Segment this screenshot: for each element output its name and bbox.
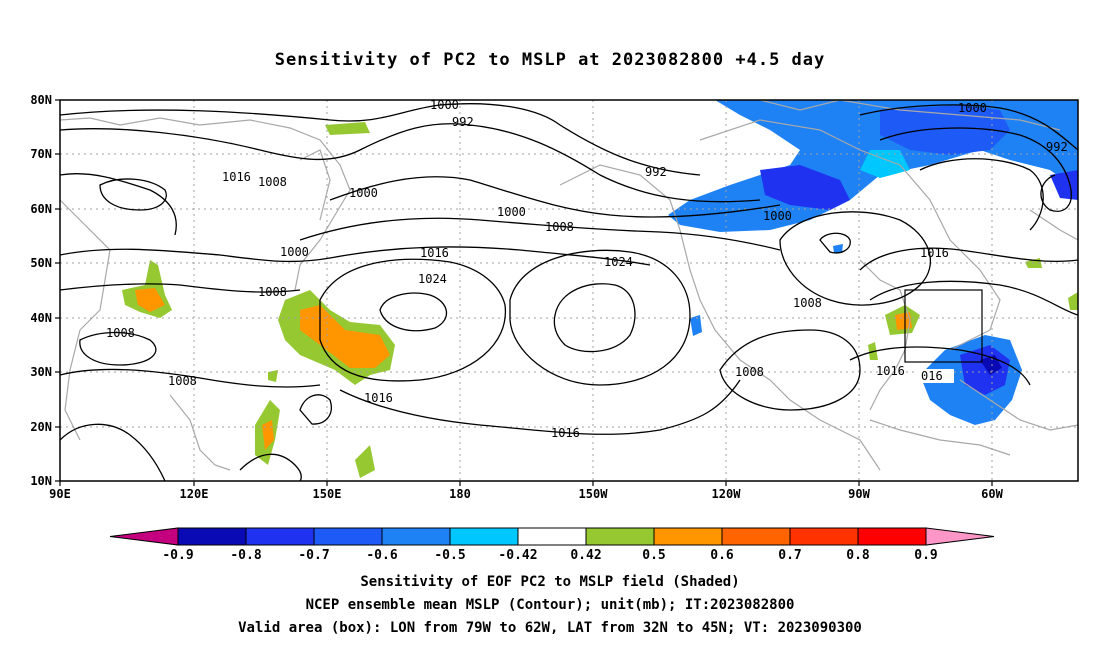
- valid-area-box: [904, 289, 983, 363]
- contour-label-bg: [918, 369, 954, 383]
- map-frame: [59, 99, 1079, 482]
- contour-label: 992: [452, 115, 474, 129]
- colorbar-segment: [313, 527, 383, 546]
- colorbar-segment: [517, 527, 587, 546]
- contour-label: 992: [1046, 140, 1068, 154]
- colorbar-label: -0.9: [162, 548, 193, 563]
- lat-label: 20N: [30, 420, 52, 434]
- colorbar-label: 0.9: [914, 548, 937, 563]
- graticule: [60, 100, 1078, 481]
- lat-label: 30N: [30, 365, 52, 379]
- lon-label: 180: [449, 487, 471, 501]
- contour-label-group: 1000 992 1016 1008 1000 1000 1008 1024 9…: [106, 98, 1068, 440]
- colorbar-label: -0.8: [230, 548, 261, 563]
- colorbar-label: 0.6: [710, 548, 734, 563]
- contour-label: 1008: [258, 285, 287, 299]
- contour-label: 1000: [497, 205, 526, 219]
- lon-label: 120W: [712, 487, 742, 501]
- contour-label: 1000: [349, 186, 378, 200]
- colorbar-segment: [653, 527, 723, 546]
- contour-label: 1008: [168, 374, 197, 388]
- lat-label: 50N: [30, 256, 52, 270]
- contour-label: 992: [645, 165, 667, 179]
- footer-line-2: NCEP ensemble mean MSLP (Contour); unit(…: [305, 597, 795, 613]
- contour-label: 1024: [604, 255, 633, 269]
- lon-label: 150W: [579, 487, 609, 501]
- contour-label: 1016: [920, 246, 949, 260]
- colorbar-label: -0.5: [434, 548, 465, 563]
- colorbar-segment: [585, 527, 655, 546]
- colorbar-label: 0.42: [570, 548, 601, 563]
- colorbar-label: -0.42: [498, 548, 537, 563]
- colorbar-label: 0.5: [642, 548, 665, 563]
- contour-label: 1000: [430, 98, 459, 112]
- lon-label: 120E: [180, 487, 209, 501]
- colorbar: -0.9 -0.8 -0.7 -0.6 -0.5 -0.42 0.42 0.5 0.6 0.7 0.…: [109, 527, 995, 563]
- contour-label: 016: [921, 369, 943, 383]
- lon-label: 60W: [981, 487, 1003, 501]
- map-title: Sensitivity of PC2 to MSLP at 2023082800…: [274, 50, 826, 70]
- colorbar-label: 0.8: [846, 548, 870, 563]
- contour-label: 1000: [280, 245, 309, 259]
- lat-label: 60N: [30, 202, 52, 216]
- contour-label: 1008: [545, 220, 574, 234]
- contour-label: 1016: [551, 426, 580, 440]
- lon-label: 150E: [313, 487, 342, 501]
- contour-label: 1008: [258, 175, 287, 189]
- contour-label: 1000: [763, 209, 792, 223]
- colorbar-segment: [109, 527, 179, 546]
- colorbar-segment: [177, 527, 247, 546]
- contour-label: 1016: [876, 364, 905, 378]
- latitude-labels: 80N 70N 60N 50N 40N 30N 20N 10N: [30, 93, 52, 488]
- colorbar-segment: [449, 527, 519, 546]
- colorbar-label: 0.7: [778, 548, 801, 563]
- axis-ticks: [55, 99, 993, 486]
- shading-layer: [122, 100, 1078, 478]
- colorbar-label: -0.6: [366, 548, 397, 563]
- colorbar-segment: [721, 527, 791, 546]
- longitude-labels: 90E 120E 150E 180 150W 120W 90W 60W: [49, 487, 1003, 501]
- lat-label: 40N: [30, 311, 52, 325]
- colorbar-segment: [925, 527, 995, 546]
- lon-label: 90W: [848, 487, 870, 501]
- contour-label: 1000: [958, 101, 987, 115]
- contour-label: 1008: [793, 296, 822, 310]
- lat-label: 80N: [30, 93, 52, 107]
- colorbar-segment: [789, 527, 859, 546]
- contour-label: 1016: [222, 170, 251, 184]
- lat-label: 70N: [30, 147, 52, 161]
- contour-label: 1008: [106, 326, 135, 340]
- colorbar-segment: [381, 527, 451, 546]
- footer-line-3: Valid area (box): LON from 79W to 62W, L…: [238, 620, 862, 636]
- footer-line-1: Sensitivity of EOF PC2 to MSLP field (Sh…: [360, 574, 740, 590]
- colorbar-segment: [857, 527, 927, 546]
- contour-label: 1016: [364, 391, 393, 405]
- colorbar-segment: [245, 527, 315, 546]
- mslp-contours: [59, 103, 1079, 482]
- colorbar-label: -0.7: [298, 548, 329, 563]
- lon-label: 90E: [49, 487, 71, 501]
- contour-label: 1016: [420, 246, 449, 260]
- contour-label: 1024: [418, 272, 447, 286]
- contour-label: 1008: [735, 365, 764, 379]
- lat-label: 10N: [30, 474, 52, 488]
